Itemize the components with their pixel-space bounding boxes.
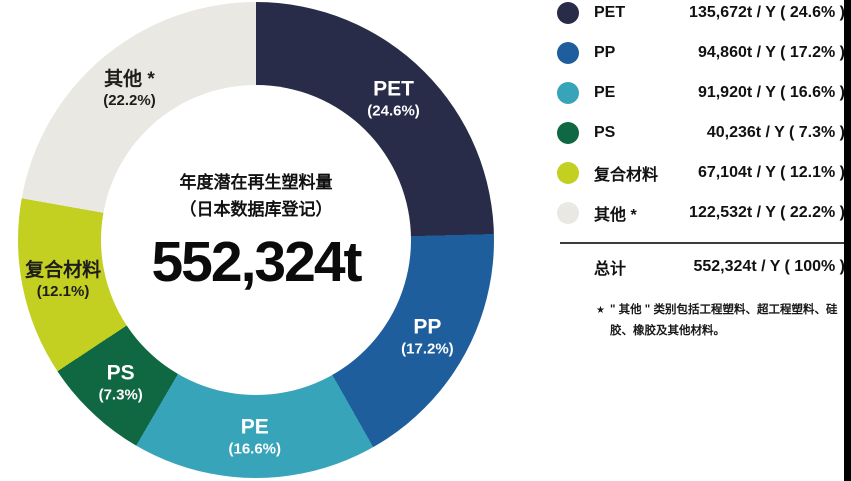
slice-name: PP [413,315,442,339]
slice-label-ps: PS (7.3%) [99,361,143,406]
slice-percent: (17.2%) [401,340,454,358]
donut-center-text: 年度潜在再生塑料量 （日本数据库登记） 552,324t [106,172,406,292]
legend-row-ps: PS 40,236t / Y ( 7.3% ) [557,113,845,153]
slice-percent: (16.6%) [228,440,282,458]
legend-value: 40,236t / Y ( 7.3% ) [706,124,845,141]
legend-row-composite: 复合材料 67,104t / Y ( 12.1% ) [557,153,845,193]
slice-label-composite: 复合材料 (12.1%) [25,259,101,302]
center-title: 年度潜在再生塑料量 [179,173,333,192]
slice-label-pe: PE (16.6%) [228,414,281,459]
legend-dot-pp [557,42,579,64]
slice-percent: (22.2%) [103,91,156,109]
legend-row-other: 其他 * 122,532t / Y ( 22.2% ) [557,193,845,233]
slice-label-other: 其他 * (22.2%) [103,68,156,111]
slice-percent: (7.3%) [98,386,143,404]
legend-label: 复合材料 [594,167,659,184]
legend-row-pe: PE 91,920t / Y ( 16.6% ) [557,73,845,113]
legend-dot-ps [557,122,579,144]
legend-label: 其他 * [594,207,637,224]
footnote-text: " 其他 " 类别包括工程塑料、超工程塑料、硅胶、橡胶及其他材料。 [609,304,838,337]
center-total-value: 552,324t [151,229,362,294]
total-label: 总计 [594,261,627,278]
legend-dot-composite [557,162,579,184]
legend: PET 135,672t / Y ( 24.6% ) PP 94,860t / Y (… [557,0,845,233]
slice-label-pet: PET (24.6%) [367,76,420,121]
slice-percent: (12.1%) [36,282,90,300]
total-value: 552,324t / Y ( 100% ) [693,258,845,275]
legend-value: 67,104t / Y ( 12.1% ) [697,164,845,181]
legend-row-pet: PET 135,672t / Y ( 24.6% ) [557,0,845,33]
legend-value: 94,860t / Y ( 17.2% ) [697,44,845,61]
right-edge-strip [844,0,851,481]
legend-dot-other [557,202,579,224]
legend-label: PE [594,84,616,101]
footnote-star-icon: ★ [596,305,605,316]
footnote: ★ " 其他 " 类别包括工程塑料、超工程塑料、硅胶、橡胶及其他材料。 [596,300,845,341]
legend-value: 91,920t / Y ( 16.6% ) [697,84,845,101]
legend-label: PET [594,4,626,21]
legend-dot-pet [557,2,579,24]
slice-name: PET [373,77,414,101]
center-subtitle: （日本数据库登记） [179,200,333,220]
legend-row-pp: PP 94,860t / Y ( 17.2% ) [557,33,845,73]
donut-hole [101,85,411,395]
legend-label: PS [594,124,616,141]
slice-name: 其他 * [104,68,155,90]
legend-value: 135,672t / Y ( 24.6% ) [689,4,845,21]
slice-percent: (24.6%) [367,102,420,120]
slice-label-pp: PP (17.2%) [401,315,454,360]
slice-name: PS [106,361,135,385]
slice-name: 复合材料 [25,259,102,281]
legend-total-row: 总计 552,324t / Y ( 100% ) [557,248,845,286]
slice-name: PE [240,415,269,439]
legend-value: 122,532t / Y ( 22.2% ) [689,204,845,221]
legend-divider [560,242,844,244]
legend-dot-pe [557,82,579,104]
legend-label: PP [594,44,616,61]
